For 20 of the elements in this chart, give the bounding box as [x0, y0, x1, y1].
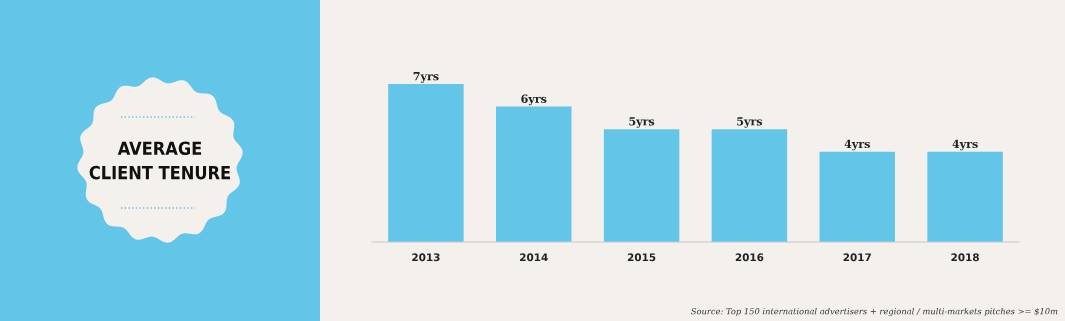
- x-tick-label: 2018: [951, 253, 979, 262]
- data-label: 5yrs: [629, 117, 655, 128]
- data-label: 4yrs: [844, 139, 870, 151]
- bar: [819, 151, 895, 242]
- bar: [496, 106, 572, 242]
- data-label: 6yrs: [521, 94, 547, 106]
- data-label: 7yrs: [413, 72, 439, 83]
- x-tick-label: 2015: [627, 253, 656, 262]
- x-tick-label: 2013: [412, 253, 440, 262]
- x-tick-label: 2014: [520, 253, 548, 262]
- text: AVERAGE CLIENT TENURE: [89, 141, 230, 180]
- bar: [927, 151, 1003, 242]
- bar: [603, 129, 680, 242]
- x-tick-label: 2016: [735, 253, 764, 262]
- bar: [388, 84, 464, 242]
- data-label: 5yrs: [737, 117, 763, 128]
- bar: [711, 129, 788, 242]
- source-note: Source: Top 150 international advertisers + regional / multi-markets pitches >= $10m: [691, 307, 1058, 317]
- x-tick-label: 2017: [843, 253, 871, 262]
- data-label: 4yrs: [952, 139, 978, 151]
